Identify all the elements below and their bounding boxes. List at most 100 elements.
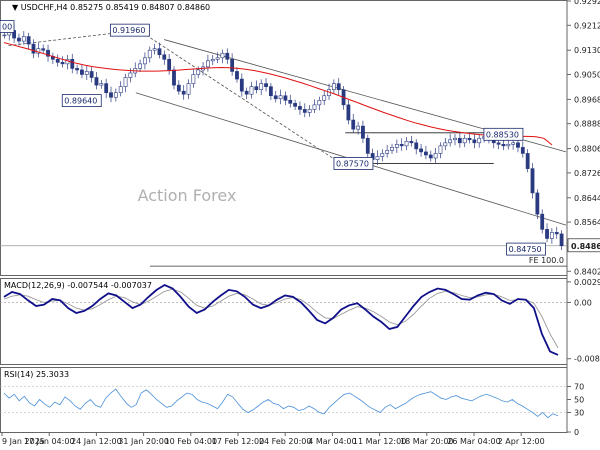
candle-body <box>206 60 210 68</box>
candle-body <box>75 68 79 71</box>
price-label: 0.87570 <box>336 159 369 168</box>
candle-body <box>380 153 385 157</box>
candle-body <box>293 103 298 107</box>
candle-body <box>361 125 365 139</box>
candle-body <box>167 59 172 71</box>
candle-body <box>109 92 113 98</box>
candle-body <box>2 34 7 37</box>
candle-body <box>17 37 21 42</box>
candle-body <box>152 48 157 51</box>
candle-body <box>457 137 462 144</box>
candle-body <box>501 144 506 147</box>
candle-body <box>346 104 351 121</box>
candle-body <box>104 83 109 94</box>
candle-body <box>191 74 196 84</box>
price-label-box <box>333 157 374 170</box>
time-tick-label: 26 Mar 04:00 <box>447 437 500 446</box>
candle-body <box>288 100 293 104</box>
candle-body <box>84 71 89 75</box>
candle-body <box>80 69 84 75</box>
candle-body <box>390 147 394 151</box>
panel-frame <box>0 367 568 433</box>
time-tick-label: 24 Feb 20:00 <box>259 437 311 446</box>
price-label: 0.84750 <box>509 245 542 254</box>
macd-label: MACD(12,26,9) -0.007544 -0.007037 <box>4 281 152 290</box>
candle-body <box>511 142 516 145</box>
time-tick-label: 31 Jan 20:00 <box>118 437 169 446</box>
candle-body <box>535 192 540 215</box>
macd-panel: MACD(12,26,9) -0.007544 -0.007037 0.00294… <box>0 278 600 365</box>
candle-body <box>351 119 356 130</box>
candle-body <box>26 36 31 45</box>
macd-line <box>3 283 559 356</box>
candle-body <box>143 57 147 65</box>
rsi-tick-label: 70 <box>574 383 584 392</box>
candle-body <box>520 147 525 154</box>
candle-body <box>46 49 50 57</box>
candle-body <box>516 142 520 148</box>
macd-tick-label: 0.002946 <box>574 278 600 287</box>
candle-body <box>21 36 26 42</box>
candle-body <box>196 69 201 75</box>
price-label-box <box>109 23 150 37</box>
candle-body <box>244 90 249 95</box>
candle-body <box>559 233 564 247</box>
candle-body <box>414 142 419 150</box>
candle-body <box>477 137 482 144</box>
candle-body <box>220 52 225 59</box>
moving-average-line <box>3 42 553 146</box>
candle-body <box>433 153 438 159</box>
rsi-tick-label: 0 <box>574 428 579 437</box>
candle-body <box>172 69 176 86</box>
macd-tick-label: -0.008044 <box>574 355 600 364</box>
candle-body <box>99 83 104 86</box>
time-tick-label: 2 Apr 12:00 <box>498 437 545 446</box>
candle-body <box>113 92 118 98</box>
candle-body <box>210 59 215 62</box>
candle-body <box>404 140 409 147</box>
candle-body <box>472 139 477 144</box>
candle-body <box>375 156 380 160</box>
candle-body <box>186 83 191 95</box>
candle-body <box>438 145 443 154</box>
candle-body <box>60 62 65 65</box>
candle-body <box>307 109 312 113</box>
rsi-panel: RSI(14) 25.3033 70 50 30 0 <box>0 367 584 437</box>
candle-body <box>31 43 36 54</box>
candle-body <box>235 71 239 80</box>
fe-label: FE 100.0 <box>529 256 564 265</box>
watermark: Action Forex <box>138 186 237 205</box>
candle-body <box>259 83 264 90</box>
candle-body <box>419 148 423 153</box>
price-label-box <box>506 242 546 256</box>
time-tick-label: 18 Mar 20:00 <box>400 437 453 446</box>
candle-body <box>128 72 133 78</box>
candle-body <box>41 48 46 51</box>
candle-body <box>443 142 448 147</box>
candle-body <box>424 151 428 156</box>
current-price-box <box>567 238 600 253</box>
candle-body <box>36 48 41 54</box>
time-tick-label: 11 Mar 12:00 <box>353 437 406 446</box>
rsi-tick-label: 50 <box>574 396 584 405</box>
price-label: 0.88530 <box>486 130 519 139</box>
candle-body <box>254 86 259 90</box>
candle-body <box>428 154 433 159</box>
chart-header: ▼ USDCHF,H4 0.85275 0.85419 0.84807 0.84… <box>12 3 210 12</box>
time-tick-label: 10 Feb 04:00 <box>165 437 217 446</box>
price-label-box <box>61 94 102 108</box>
candle-body <box>55 59 60 63</box>
candle-body <box>317 100 322 106</box>
candle-body <box>89 71 94 78</box>
candle-body <box>230 59 235 72</box>
candle-body <box>157 48 162 56</box>
price-label-box <box>483 127 524 141</box>
candle-body <box>365 137 370 154</box>
